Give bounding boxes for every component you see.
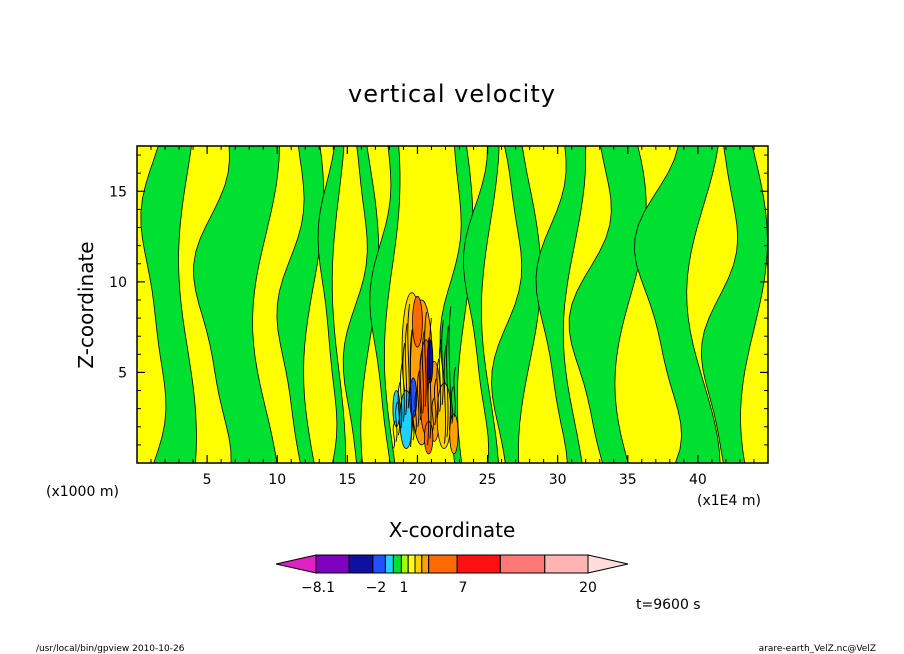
downdraft-band xyxy=(462,146,500,463)
downdraft-band xyxy=(491,146,542,463)
y-axis-label: Z-coordinate xyxy=(74,241,98,368)
downdraft-band xyxy=(276,146,325,463)
colorbar-label: −2 xyxy=(366,580,387,596)
x-tick-label: 5 xyxy=(203,472,212,488)
contour-line xyxy=(419,351,423,421)
contour-line xyxy=(443,345,447,444)
y-tick-label: 15 xyxy=(109,184,127,200)
colorbar-segment xyxy=(499,554,546,574)
contour-line xyxy=(453,366,457,417)
contour-line xyxy=(392,421,396,449)
contour-line xyxy=(400,362,403,429)
chart-title: vertical velocity xyxy=(348,80,556,108)
downdraft-band xyxy=(193,146,280,463)
x-axis-label: X-coordinate xyxy=(389,518,516,542)
downdraft-band xyxy=(342,146,380,463)
downdraft-band xyxy=(369,146,401,463)
contour-line xyxy=(424,311,427,407)
footer-right: arare-earth_VelZ.nc@VelZ xyxy=(759,644,876,654)
y-axis: 5 10 15 xyxy=(109,154,768,446)
colorbar-extend-max xyxy=(587,554,629,574)
x-tick-label: 10 xyxy=(268,472,286,488)
contour-line xyxy=(407,303,411,409)
downdraft-band xyxy=(568,146,647,463)
downdraft-band xyxy=(634,146,721,463)
contour-line xyxy=(433,378,437,426)
colorbar-segment xyxy=(414,554,423,574)
downdraft-band xyxy=(535,146,587,463)
contour-line xyxy=(438,339,442,412)
convective-cell xyxy=(449,413,459,455)
x-tick-label: 30 xyxy=(549,472,567,488)
y-tick-label: 10 xyxy=(109,275,127,291)
convective-cell xyxy=(412,295,423,348)
colorbar-segment xyxy=(348,554,374,574)
footer-left: /usr/local/bin/gpview 2010-10-26 xyxy=(36,644,185,654)
contour-line xyxy=(397,382,401,436)
contour-line xyxy=(421,331,425,414)
contour-line xyxy=(426,337,430,446)
x-tick-label: 20 xyxy=(409,472,427,488)
downdraft-band xyxy=(140,146,197,463)
contour-line xyxy=(414,390,418,434)
colorbar-label: 20 xyxy=(579,580,597,596)
colorbar-segment xyxy=(456,554,501,574)
colorbar-extend-min xyxy=(275,554,317,574)
contour-line xyxy=(446,326,449,437)
plot-frame xyxy=(136,145,769,464)
x-tick-label: 35 xyxy=(619,472,637,488)
colorbar-segment xyxy=(400,554,409,574)
colorbar-label: 1 xyxy=(400,580,409,596)
colorbar-segment xyxy=(315,554,350,574)
y-tick-label: 5 xyxy=(118,365,127,381)
contour-line xyxy=(395,401,398,442)
contour-line xyxy=(402,343,406,422)
contour-line xyxy=(448,306,452,431)
contour-line xyxy=(450,386,454,424)
contour-line xyxy=(404,323,408,416)
y-unit-label: (x1000 m) xyxy=(46,484,119,500)
time-label: t=9600 s xyxy=(636,597,701,613)
x-tick-label: 40 xyxy=(689,472,707,488)
convective-cell xyxy=(436,382,452,449)
downdraft-band xyxy=(317,146,347,463)
contour-line xyxy=(412,409,415,441)
x-unit-label: (x1E4 m) xyxy=(697,493,761,509)
colorbar-label: −8.1 xyxy=(301,580,335,596)
colorbar-label: 7 xyxy=(459,580,468,596)
colorbar-segment xyxy=(384,554,394,574)
colorbar-segment xyxy=(392,554,402,574)
contour-line xyxy=(417,370,420,427)
colorbar-segment xyxy=(428,554,458,574)
colorbar-segment xyxy=(544,554,589,574)
colorbar-segment xyxy=(421,554,430,574)
downdraft-band xyxy=(439,146,474,463)
colorbar: −8.1 −2 1 7 20 xyxy=(275,554,629,596)
x-tick-label: 25 xyxy=(479,472,497,488)
colorbar-segment xyxy=(372,554,386,574)
x-tick-label: 15 xyxy=(338,472,356,488)
x-axis: 5 10 15 20 25 30 35 40 xyxy=(150,146,755,488)
colorbar-segment xyxy=(407,554,416,574)
contour-line xyxy=(441,319,444,406)
contour-field xyxy=(137,146,768,463)
contour-line xyxy=(409,329,413,447)
contour-line xyxy=(429,318,432,439)
contour-line xyxy=(436,358,440,419)
contour-line xyxy=(431,398,435,432)
downdraft-band xyxy=(700,146,768,463)
